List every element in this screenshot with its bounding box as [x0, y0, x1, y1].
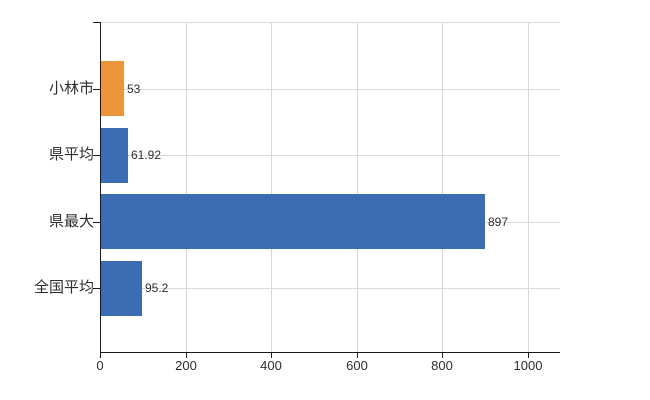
y-axis-line — [100, 22, 101, 353]
x-axis-tick — [357, 352, 358, 358]
bar-value-label: 95.2 — [145, 281, 169, 295]
category-label: 県最大 — [48, 213, 94, 230]
y-axis-tick — [93, 22, 100, 23]
bar — [101, 61, 124, 116]
y-axis-tick — [93, 222, 100, 223]
x-axis-tick — [100, 352, 101, 358]
x-tick-label: 600 — [346, 358, 368, 373]
gridline-horizontal — [100, 288, 560, 289]
gridline-vertical — [271, 22, 272, 352]
x-tick-label: 400 — [260, 358, 282, 373]
bar-value-label: 897 — [488, 215, 509, 229]
x-axis-tick — [271, 352, 272, 358]
x-tick-label: 0 — [96, 358, 104, 373]
gridline-horizontal — [100, 89, 560, 90]
bar — [101, 261, 142, 316]
y-axis-tick — [93, 288, 100, 289]
gridline-vertical — [442, 22, 443, 352]
gridline-vertical — [528, 22, 529, 352]
gridline-horizontal — [100, 155, 560, 156]
x-axis-line — [100, 352, 560, 353]
bar-value-label: 61.92 — [131, 148, 162, 162]
bar — [101, 128, 128, 183]
x-axis-tick — [186, 352, 187, 358]
category-label: 県平均 — [48, 146, 94, 163]
bar-value-label: 53 — [127, 82, 141, 96]
y-axis-tick — [93, 155, 100, 156]
y-axis-tick — [93, 89, 100, 90]
x-axis-tick — [442, 352, 443, 358]
x-tick-label: 1000 — [513, 358, 543, 373]
category-label: 小林市 — [48, 80, 94, 97]
gridline-vertical — [186, 22, 187, 352]
gridline-vertical — [357, 22, 358, 352]
bar — [101, 194, 485, 249]
x-axis-tick — [528, 352, 529, 358]
x-tick-label: 800 — [431, 358, 453, 373]
x-tick-label: 200 — [175, 358, 197, 373]
category-label: 全国平均 — [33, 279, 94, 296]
gridline-horizontal-top — [100, 22, 560, 23]
